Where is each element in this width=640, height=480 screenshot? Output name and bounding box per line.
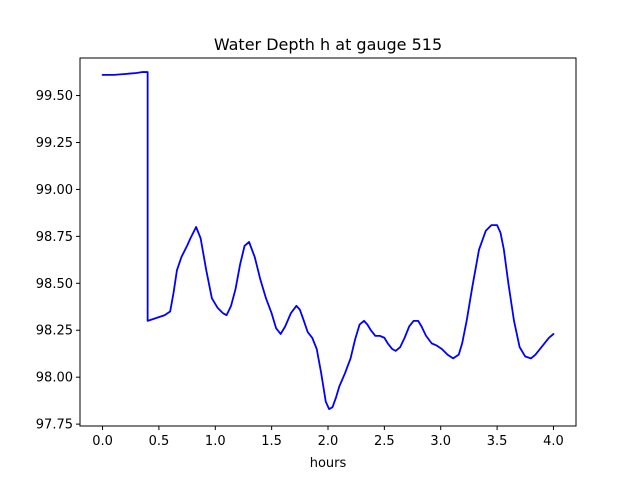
- x-tick-label: 1.0: [205, 434, 226, 449]
- x-tick-label: 0.0: [92, 434, 113, 449]
- x-tick-label: 4.0: [543, 434, 564, 449]
- chart-title: Water Depth h at gauge 515: [214, 35, 442, 54]
- x-tick-label: 2.0: [318, 434, 339, 449]
- y-tick-label: 98.00: [36, 371, 73, 386]
- y-tick-label: 99.25: [36, 136, 73, 151]
- y-tick-label: 97.75: [36, 418, 73, 433]
- x-tick-label: 3.0: [430, 434, 451, 449]
- y-axis: 97.75 98.00 98.25 98.50 98.75 99.00 99.25 99.50: [36, 89, 80, 433]
- y-tick-label: 98.25: [36, 324, 73, 339]
- x-tick-label: 3.5: [487, 434, 508, 449]
- series-layer: [101, 71, 555, 411]
- x-tick-label: 0.5: [149, 434, 170, 449]
- y-tick-label: 98.50: [36, 277, 73, 292]
- x-axis-label: hours: [310, 456, 347, 471]
- series-line-0: [101, 71, 555, 411]
- x-axis: 0.0 0.5 1.0 1.5 2.0 2.5 3.0 3.5 4.0: [92, 426, 564, 449]
- y-tick-label: 98.75: [36, 230, 73, 245]
- x-tick-label: 2.5: [374, 434, 395, 449]
- y-tick-label: 99.50: [36, 89, 73, 104]
- x-tick-label: 1.5: [261, 434, 282, 449]
- y-tick-label: 99.00: [36, 183, 73, 198]
